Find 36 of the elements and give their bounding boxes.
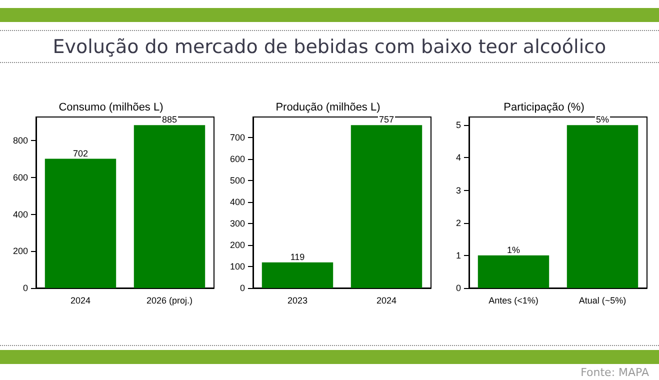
y-tick-label: 200 xyxy=(230,240,245,250)
chart-title: Produção (milhões L) xyxy=(276,102,380,114)
x-tick-label: 2026 (proj.) xyxy=(146,296,193,306)
text: Evolução do mercado de bebidas com baixo teor alcoólico xyxy=(52,36,608,58)
y-tick-label: 4 xyxy=(456,152,461,163)
y-tick-label: 0 xyxy=(456,283,461,293)
y-tick-label: 800 xyxy=(12,136,28,146)
source-note: Fonte: MAPA xyxy=(580,366,649,379)
data-label: 1% xyxy=(506,244,520,255)
y-tick-label: 0 xyxy=(240,283,245,293)
y-tick-label: 400 xyxy=(230,196,245,207)
y-tick-label: 500 xyxy=(230,175,245,186)
x-tick-label: Antes (<1%) xyxy=(488,296,538,306)
chart-title: Consumo (milhões L) xyxy=(58,102,164,114)
data-label: 885 xyxy=(162,114,178,125)
x-tick-label: Atual (~5%) xyxy=(578,296,626,306)
x-tick-label: 2023 xyxy=(287,296,308,306)
x-tick-label: 2024 xyxy=(376,296,397,306)
y-tick-label: 600 xyxy=(230,154,245,164)
y-tick-label: 5 xyxy=(456,120,461,130)
data-label: 119 xyxy=(290,252,305,262)
y-tick-label: 400 xyxy=(12,209,28,220)
data-label: 757 xyxy=(378,114,394,125)
data-label: 702 xyxy=(72,148,88,158)
chart-title: Participação (%) xyxy=(504,102,584,114)
y-tick-label: 1 xyxy=(456,250,461,260)
data-label: 5% xyxy=(596,114,610,125)
x-tick-label: 2024 xyxy=(70,296,91,306)
y-tick-label: 300 xyxy=(230,218,245,228)
y-tick-label: 700 xyxy=(230,132,245,142)
y-tick-label: 200 xyxy=(12,246,28,256)
y-tick-label: 2 xyxy=(456,218,461,228)
y-tick-label: 3 xyxy=(456,185,461,196)
y-tick-label: 100 xyxy=(230,261,245,272)
y-tick-label: 0 xyxy=(22,283,28,293)
y-tick-label: 600 xyxy=(12,172,28,183)
